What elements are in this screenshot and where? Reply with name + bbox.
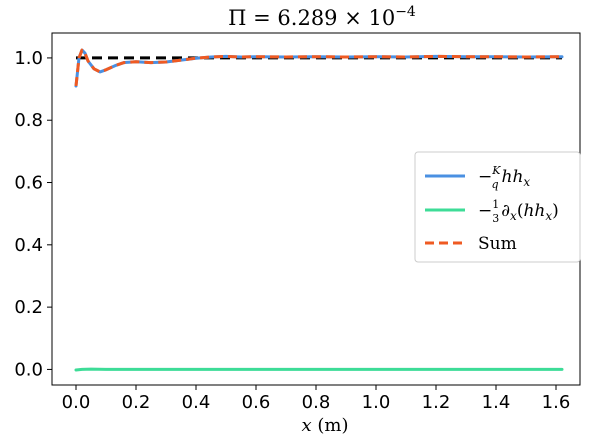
- x-tick-label: 0.2: [122, 392, 151, 413]
- legend-label-series-0: −K q hhx: [478, 164, 530, 191]
- y-tick-label: 0.2: [14, 297, 43, 318]
- axis-ticks: 0.0 0.2 0.4 0.6 0.8 1.0 1.2 1.4 1.6 0.0 0.2 0.4 0.6 0…: [14, 48, 570, 413]
- legend-box: [414, 151, 581, 263]
- x-tick-label: 1.4: [482, 392, 511, 413]
- y-tick-label: 0.8: [14, 110, 43, 131]
- x-tick-label: 1.6: [542, 392, 571, 413]
- x-axis-label-unit: (m): [312, 415, 349, 436]
- x-axis-label: x (m): [302, 415, 349, 436]
- series-line-2: [74, 48, 563, 87]
- y-tick-label: 0.0: [14, 359, 43, 380]
- legend-label-series-1: −1 3 ∂x(hhx): [478, 198, 559, 225]
- x-tick-label: 0.6: [242, 392, 271, 413]
- title-exponent: −4: [395, 4, 416, 20]
- x-tick-label: 0.4: [182, 392, 211, 413]
- y-tick-label: 1.0: [14, 48, 43, 69]
- title-prefix: Π = 6.289 × 10: [228, 6, 395, 30]
- x-tick-label: 0.8: [302, 392, 331, 413]
- plot-area: [74, 48, 564, 372]
- x-tick-label: 1.0: [362, 392, 391, 413]
- chart-title: Π = 6.289 × 10−4: [228, 4, 416, 30]
- x-axis-label-var: x: [302, 415, 312, 436]
- x-tick-label: 0.0: [62, 392, 91, 413]
- legend-label-series-2: Sum: [478, 234, 517, 254]
- legend: −K q hhx −1 3 ∂x(hhx) Sum: [414, 151, 581, 263]
- series-line-1: [74, 367, 564, 372]
- y-tick-label: 0.4: [14, 235, 43, 256]
- y-tick-label: 0.6: [14, 173, 43, 194]
- x-tick-label: 1.2: [422, 392, 451, 413]
